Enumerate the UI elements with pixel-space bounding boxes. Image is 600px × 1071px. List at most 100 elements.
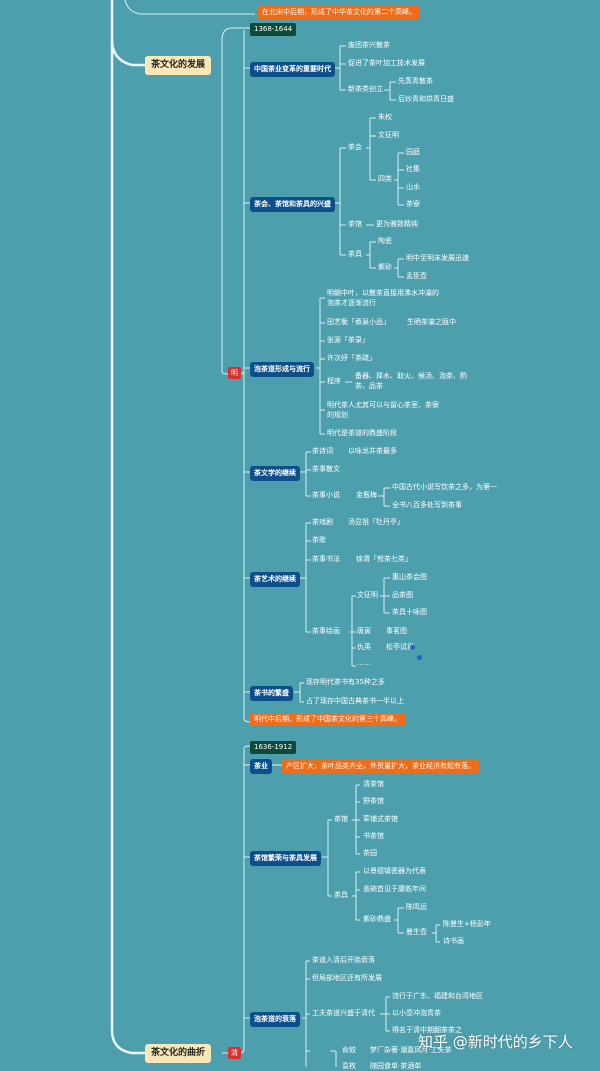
zisha-item: 孟臣壶 <box>406 272 427 280</box>
brewing-item: 明代茶人尤其可以与留心茶室、茶寮 <box>327 401 439 409</box>
teahouse-type: 茶园 <box>363 849 377 857</box>
qing-teahouse-node[interactable]: 茶馆繁荣与茶具发展 <box>250 851 321 866</box>
gongfu-item: 得名于清中期翻茶茶之 <box>392 1026 462 1034</box>
person-label: 朱权 <box>378 113 392 121</box>
painting-item: 松亭试泉 <box>386 643 414 651</box>
teahouse-label: 茶馆 <box>348 220 362 228</box>
ellipsis-label: …… <box>357 659 371 667</box>
song-peak-note: 在北宋中后期，形成了中华茶文化的第二个高峰。 <box>258 6 420 19</box>
ming-reform-subitem: 先蒸青散茶 <box>398 77 433 85</box>
decline-item: 袁枚 <box>342 1062 356 1070</box>
art-note: 汤显祖「牡丹亭」 <box>348 518 404 526</box>
teahouse-type: 清茶馆 <box>363 780 384 788</box>
ming-reform-subitem: 后炒青和烘青日盛 <box>398 95 454 103</box>
teahouse-type: 荤铺式茶馆 <box>363 815 398 823</box>
ming-reform-item: 废团茶兴散茶 <box>348 41 390 49</box>
ming-brewing-node[interactable]: 泡茶道形成与流行 <box>250 362 314 377</box>
zisha-item: 陈鸣远 <box>406 903 427 911</box>
qing-date-label: 1636-1912 <box>250 741 297 754</box>
decline-item: 茶道入清后开始衰落 <box>312 956 375 964</box>
cursor-dot <box>417 655 422 660</box>
brewing-note: 生晒茶瀹之瓯中 <box>407 318 456 326</box>
decline-item: 但局部地区还有所发展 <box>312 974 382 982</box>
qing-industry-node[interactable]: 茶业 <box>250 759 272 774</box>
main-topic-development[interactable]: 茶文化的发展 <box>145 56 212 75</box>
teaware-item: 紫砂鼎盛 <box>363 915 391 923</box>
teaware-item: 以景德镇瓷器为代表 <box>363 867 426 875</box>
literature-item: 茶诗词 <box>312 447 333 455</box>
cursor-dot <box>410 645 415 650</box>
decline-note: 随园食单·茶酒单 <box>370 1062 422 1070</box>
brewing-item: 明代是茶道的鼎盛阶段 <box>327 429 397 437</box>
four-types-label: 四类 <box>378 175 392 183</box>
teahouse-label: 茶馆 <box>334 815 348 823</box>
brewing-steps: 茶、品茶 <box>355 382 383 390</box>
painting-item: 事茗图 <box>386 627 407 635</box>
mansheng-item: 陈曼生+杨彭年 <box>443 920 491 928</box>
decline-note: 梦厂杂著·潮嘉风月·工夫茶 <box>370 1046 452 1054</box>
decline-item: 工夫茶道兴盛于清代 <box>312 1009 375 1017</box>
teaware-item: 紫砂 <box>378 263 392 271</box>
literature-note: 金瓶梅 <box>356 491 377 499</box>
ming-art-node[interactable]: 茶艺术的继续 <box>250 572 300 587</box>
brewing-item: 程序 <box>327 377 341 385</box>
painting-item: 品茶图 <box>392 591 413 599</box>
teaware-item: 盖碗首见于康乾年间 <box>363 885 426 893</box>
teahouse-type: 书茶馆 <box>363 832 384 840</box>
type-item: 山水 <box>406 183 420 191</box>
brewing-item: 的规划 <box>327 411 348 419</box>
teahouse-note: 更为雅致精纯 <box>376 220 418 228</box>
ming-reform-item: 促进了茶叶加工技术发展 <box>348 59 425 67</box>
watermark: 知乎 @新时代的乡下人 <box>418 1033 573 1051</box>
painting-item: 茶具十咏图 <box>392 608 427 616</box>
type-item: 园庭 <box>406 148 420 156</box>
ming-books-node[interactable]: 茶书的繁盛 <box>250 686 293 701</box>
brewing-item: 泡茶才逐渐流行 <box>327 299 376 307</box>
teaware-label: 茶具 <box>334 891 348 899</box>
mansheng-item: 诗书画 <box>443 937 464 945</box>
zisha-item: 明中至明末发展迅速 <box>406 254 469 262</box>
novel-item: 中国古代小说写饮茶之多，为第一 <box>392 483 497 491</box>
brewing-steps: 备器、择水、取火、候汤、泡茶、酌 <box>355 372 467 380</box>
art-item: 茶事绘画 <box>312 627 340 635</box>
literature-item: 茶事散文 <box>312 465 340 473</box>
art-note: 徐渭「煎茶七类」 <box>356 555 412 563</box>
books-item: 占了现存中国古典茶书一半以上 <box>306 697 404 705</box>
art-item: 茶事书法 <box>312 555 340 563</box>
literature-note: 以咏龙井茶最多 <box>348 447 397 455</box>
art-item: 茶戏剧 <box>312 518 333 526</box>
decline-item: 俞蛟 <box>342 1046 356 1054</box>
books-item: 现存明代茶书有35种之多 <box>306 678 385 686</box>
main-topic-twists[interactable]: 茶文化的曲折 <box>145 1044 212 1063</box>
tea-gathering-label: 茶会 <box>348 143 362 151</box>
gongfu-item: 以小壶冲泡青茶 <box>392 1009 441 1017</box>
qing-decline-node[interactable]: 泡茶道的衰落 <box>250 1012 300 1027</box>
art-item: 茶歌 <box>312 536 326 544</box>
gongfu-item: 流行于广东、福建和台湾地区 <box>392 992 483 1000</box>
ming-reform-node[interactable]: 中国茶业变革的重要时代 <box>250 62 335 77</box>
teahouse-type: 野茶馆 <box>363 797 384 805</box>
type-item: 茶寮 <box>406 200 420 208</box>
painter-label: 唐寅 <box>357 627 371 635</box>
teaware-label: 茶具 <box>348 250 362 258</box>
brewing-item: 田艺衡「煮泉小品」 <box>327 318 390 326</box>
brewing-item: 许次纾「茶疏」 <box>327 354 376 362</box>
ming-teahouse-node[interactable]: 茶会、茶馆和茶具的兴盛 <box>250 197 335 212</box>
brewing-item: 张源「茶录」 <box>327 336 369 344</box>
brewing-item: 明朝中叶，以散茶直接用沸水冲瀹的 <box>327 289 439 297</box>
painter-label: 仇英 <box>357 643 371 651</box>
literature-item: 茶事小说 <box>312 491 340 499</box>
qing-industry-note: 产区扩大，茶叶品类齐全，外贸量扩大，茶业经济有起有落。 <box>282 760 479 773</box>
painter-label: 文征明 <box>357 591 378 599</box>
zisha-item: 曼生壶 <box>406 928 427 936</box>
qing-dynasty-node[interactable]: 清 <box>228 1047 241 1059</box>
person-label: 文征明 <box>378 131 399 139</box>
ming-reform-item: 新茶类创立 <box>348 85 383 93</box>
ming-dynasty-node[interactable]: 明 <box>228 367 241 379</box>
type-item: 社集 <box>406 165 420 173</box>
ming-literature-node[interactable]: 茶文学的继续 <box>250 466 300 481</box>
novel-item: 全书八百多处写到茶事 <box>392 501 462 509</box>
ming-date-label: 1368-1644 <box>250 23 297 36</box>
